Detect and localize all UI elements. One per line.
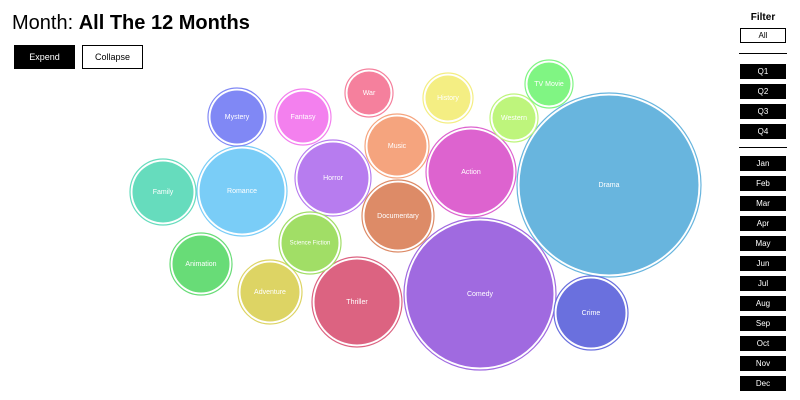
bubble-label-thriller: Thriller — [346, 299, 368, 306]
filter-jul-button[interactable]: Jul — [740, 276, 786, 291]
bubble-label-war: War — [363, 90, 376, 97]
filter-divider-bottom — [739, 147, 787, 148]
bubble-documentary[interactable]: Documentary — [361, 179, 435, 253]
filter-q1-button[interactable]: Q1 — [740, 64, 786, 79]
bubble-fill-fantasy — [277, 91, 329, 143]
bubble-label-comedy: Comedy — [467, 291, 494, 298]
bubble-fill-adventure — [240, 262, 300, 322]
bubble-adventure[interactable]: Adventure — [237, 259, 303, 325]
bubble-label-action: Action — [461, 169, 481, 176]
filter-jan-button[interactable]: Jan — [740, 156, 786, 171]
bubble-fill-drama — [519, 95, 699, 275]
bubble-label-tv-movie: TV Movie — [534, 81, 564, 88]
bubble-fill-science-fiction — [281, 214, 339, 272]
bubble-history[interactable]: History — [422, 72, 474, 124]
bubble-fill-music — [367, 116, 427, 176]
bubble-fill-war — [347, 71, 391, 115]
filter-dec-button[interactable]: Dec — [740, 376, 786, 391]
filter-aug-button[interactable]: Aug — [740, 296, 786, 311]
filter-sep-button[interactable]: Sep — [740, 316, 786, 331]
bubble-fill-mystery — [210, 90, 264, 144]
bubble-fill-tv-movie — [527, 62, 571, 106]
bubble-label-crime: Crime — [582, 310, 601, 317]
bubble-label-animation: Animation — [185, 261, 216, 268]
bubble-label-romance: Romance — [227, 188, 257, 195]
bubble-drama[interactable]: Drama — [516, 92, 702, 278]
filter-q3-button[interactable]: Q3 — [740, 104, 786, 119]
bubble-war[interactable]: War — [344, 68, 394, 118]
bubble-label-history: History — [437, 95, 459, 102]
bubble-music[interactable]: Music — [364, 113, 430, 179]
bubble-fill-horror — [297, 142, 369, 214]
filter-jun-button[interactable]: Jun — [740, 256, 786, 271]
bubble-fill-comedy — [406, 220, 554, 368]
filter-oct-button[interactable]: Oct — [740, 336, 786, 351]
bubble-label-family: Family — [153, 189, 174, 196]
bubble-fill-history — [425, 75, 471, 121]
filter-feb-button[interactable]: Feb — [740, 176, 786, 191]
month-value: All The 12 Months — [78, 12, 250, 34]
bubble-label-science-fiction: Science Fiction — [290, 241, 331, 247]
bubble-fill-family — [132, 161, 194, 223]
bubble-fill-thriller — [314, 259, 400, 345]
filter-may-button[interactable]: May — [740, 236, 786, 251]
filter-q2-button[interactable]: Q2 — [740, 84, 786, 99]
bubble-crime[interactable]: Crime — [553, 275, 629, 351]
bubble-fill-romance — [199, 148, 285, 234]
bubble-tv-movie[interactable]: TV Movie — [524, 59, 574, 109]
collapse-button[interactable]: Collapse — [82, 45, 143, 69]
filter-all-button[interactable]: All — [740, 28, 786, 43]
bubble-animation[interactable]: Animation — [169, 232, 233, 296]
filter-divider-top — [739, 53, 787, 54]
bubble-family[interactable]: Family — [129, 158, 197, 226]
bubble-label-drama: Drama — [598, 182, 619, 189]
page-title: Month: All The 12 Months — [12, 11, 250, 35]
bubble-fill-crime — [556, 278, 626, 348]
bubble-fill-animation — [172, 235, 230, 293]
bubble-action[interactable]: Action — [425, 126, 517, 218]
expend-button[interactable]: Expend — [14, 45, 75, 69]
bubble-thriller[interactable]: Thriller — [311, 256, 403, 348]
bubble-label-horror: Horror — [323, 175, 344, 182]
filter-apr-button[interactable]: Apr — [740, 216, 786, 231]
filter-nov-button[interactable]: Nov — [740, 356, 786, 371]
bubble-label-mystery: Mystery — [225, 114, 250, 121]
bubble-romance[interactable]: Romance — [196, 145, 288, 237]
bubble-fill-documentary — [364, 182, 432, 250]
bubble-fill-western — [492, 96, 536, 140]
bubble-comedy[interactable]: Comedy — [403, 217, 557, 371]
month-prefix: Month: — [12, 12, 74, 34]
bubble-label-western: Western — [501, 115, 527, 122]
filter-q4-button[interactable]: Q4 — [740, 124, 786, 139]
bubble-horror[interactable]: Horror — [294, 139, 372, 217]
bubble-label-documentary: Documentary — [377, 213, 419, 220]
filter-mar-button[interactable]: Mar — [740, 196, 786, 211]
bubble-fill-action — [428, 129, 514, 215]
bubble-western[interactable]: Western — [489, 93, 539, 143]
bubble-mystery[interactable]: Mystery — [207, 87, 267, 147]
filter-title: Filter — [750, 12, 776, 23]
bubble-label-music: Music — [388, 143, 407, 150]
bubble-science-fiction[interactable]: Science Fiction — [278, 211, 342, 275]
bubble-label-fantasy: Fantasy — [291, 114, 316, 121]
bubble-label-adventure: Adventure — [254, 289, 286, 296]
bubble-fantasy[interactable]: Fantasy — [274, 88, 332, 146]
filter-sidebar: Filter All Q1 Q2 Q3 Q4 Jan Feb Mar Apr May Jun Ju… — [739, 10, 787, 391]
